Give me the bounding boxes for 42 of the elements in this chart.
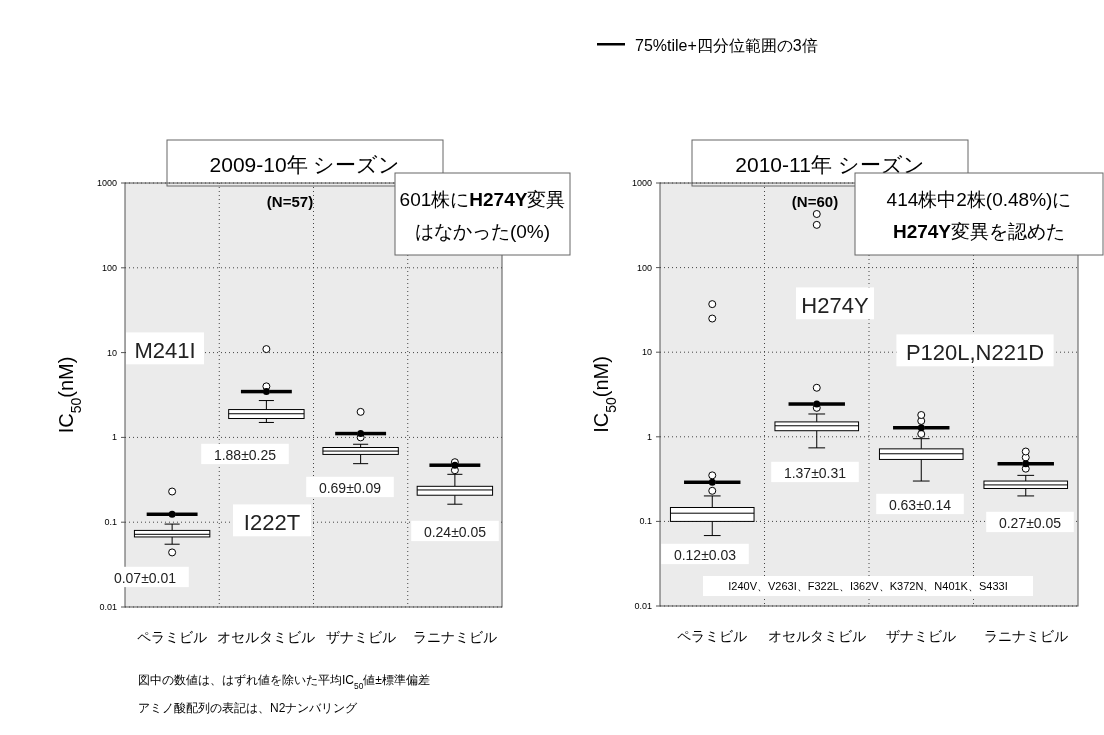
annotation: M241I [134, 337, 196, 363]
annotation: 0.69±0.09 [318, 479, 382, 496]
x-tick-label: ザナミビル [325, 629, 396, 645]
y-tick-label: 10 [106, 347, 117, 358]
y-tick-label: 0.1 [639, 516, 652, 527]
annotation: H274Y [801, 292, 869, 318]
text: 図中の数値は、はずれ値を除いた平均IC$_{50}$値±標準偏差 [138, 673, 430, 691]
y-tick-label: 100 [636, 262, 652, 273]
y-tick-label: 1000 [631, 178, 652, 188]
y-tick-label: 10 [641, 347, 652, 358]
y-tick-label: 0.01 [634, 601, 652, 611]
annotation: I222T [243, 509, 301, 535]
annotation: 601株にH274Y変異はなかった(0%) [399, 189, 566, 242]
text: アミノ酸配列の表記は、N2ナンバリング [138, 701, 359, 715]
annotation: 0.63±0.14 [888, 496, 952, 513]
annotation: 0.24±0.05 [423, 523, 487, 540]
y-tick-label: 1000 [96, 178, 117, 188]
x-tick-label: オセルタミビル [767, 628, 866, 644]
annotation: 0.07±0.01 [113, 569, 177, 586]
annotation: 1.37±0.31 [783, 464, 847, 481]
x-tick-label: オセルタミビル [217, 629, 316, 645]
y-tick-label: 100 [101, 262, 117, 273]
annotation: 1.88±0.25 [213, 446, 277, 463]
chart-title: 2010-11年 シーズン [735, 153, 925, 176]
text: (N=57) [266, 193, 314, 210]
chart-title: 2009-10年 シーズン [209, 153, 401, 176]
y-tick-label: 1 [646, 431, 652, 442]
x-tick-label: ラニナミビル [983, 628, 1068, 644]
annotation: P120L,N221D [905, 339, 1045, 365]
annotation: 414株中2株(0.48%)にH274Y変異を認めた [886, 189, 1072, 242]
x-tick-label: ザナミビル [886, 628, 957, 644]
y-tick-label: 1 [111, 432, 117, 443]
annotation: I240V、V263I、F322L、I362V、K372N、N401K、S433I [728, 580, 1008, 592]
annotation: 0.27±0.05 [998, 514, 1062, 531]
text: (N=60) [791, 193, 839, 210]
x-tick-label: ラニナミビル [412, 629, 497, 645]
y-tick-label: 0.1 [104, 517, 117, 528]
legend-label: 75%tile+四分位範囲の3倍 [635, 37, 818, 54]
x-tick-label: ペラミビル [677, 628, 748, 644]
x-tick-label: ペラミビル [137, 629, 208, 645]
annotation: 0.12±0.03 [673, 546, 737, 563]
y-tick-label: 0.01 [99, 602, 117, 612]
